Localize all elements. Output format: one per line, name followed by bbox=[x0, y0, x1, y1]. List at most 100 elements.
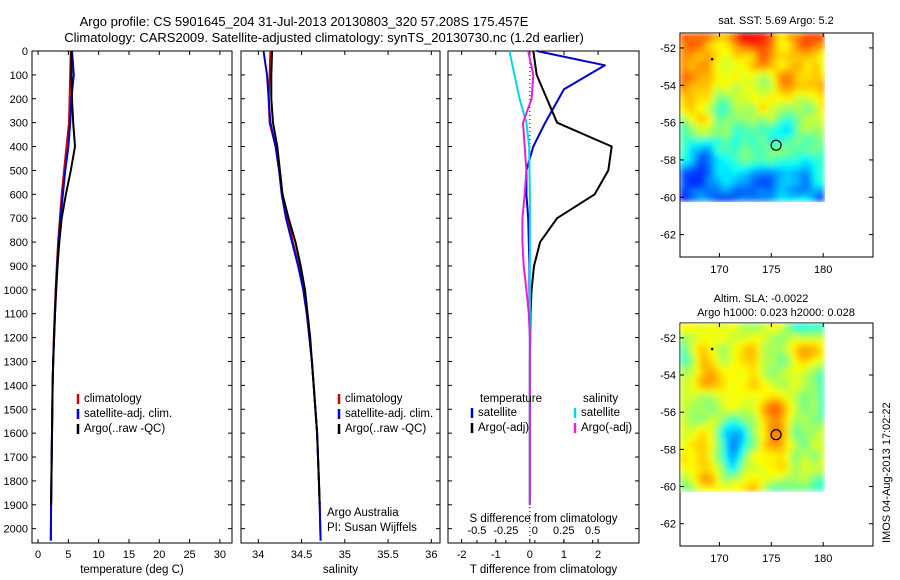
credit-line1: Argo Australia bbox=[327, 507, 399, 519]
salinity-xtick-label: 34.5 bbox=[291, 549, 312, 561]
salinity-xtick-label: 34 bbox=[252, 549, 264, 561]
figure-title-line2: Climatology: CARS2009. Satellite-adjuste… bbox=[64, 30, 584, 45]
temperature-ytick-label: 1900 bbox=[4, 500, 28, 512]
temperature-ytick-label: 100 bbox=[10, 70, 28, 82]
sst_map-ytick-label: -52 bbox=[660, 43, 676, 55]
sst-map-panel: 170 175 180 -52 -54 -56 -58 -60 -62 sat. SST: 5.6… bbox=[660, 15, 874, 276]
sla_map-ytick-label: -62 bbox=[660, 519, 676, 531]
temperature-ytick-label: 2000 bbox=[4, 524, 28, 536]
difference-legend-group-temperature: temperature bbox=[480, 393, 542, 405]
sla_map-island-dot bbox=[710, 347, 714, 351]
temperature-ytick-label: 200 bbox=[10, 94, 28, 106]
temperature-ytick-label: 600 bbox=[10, 189, 28, 201]
temperature-ytick-label: 1800 bbox=[4, 476, 28, 488]
salinity-xlabel: salinity bbox=[323, 564, 358, 576]
salinity-panel: 34 34.5 35 35.5 36 salinity climatology satelli… bbox=[240, 50, 441, 576]
temperature-ytick-label: 1500 bbox=[4, 404, 28, 416]
sla_map-ytick-label: -56 bbox=[660, 407, 676, 419]
temperature-xtick-label: 15 bbox=[123, 549, 135, 561]
sst_map-xtick-label: 175 bbox=[762, 264, 780, 276]
temperature-ytick-label: 0 bbox=[22, 46, 28, 58]
footer-stamp: IMOS 04-Aug-2013 17:02:22 bbox=[881, 402, 893, 543]
temperature-legend-entry: satellite-adj. clim. bbox=[84, 408, 172, 420]
temperature-xtick-label: 5 bbox=[65, 549, 71, 561]
sla_map-xtick-label: 175 bbox=[762, 553, 780, 565]
difference-panel: -2 -1 0 1 2 -0.5 -0.25 0 0.25 0.5S difference fro… bbox=[447, 50, 640, 576]
temperature-ytick-label: 1100 bbox=[4, 309, 28, 321]
credit-line2: PI: Susan Wijffels bbox=[327, 522, 417, 534]
temperature-ytick-label: 400 bbox=[10, 142, 28, 154]
temperature-xtick-label: 0 bbox=[35, 549, 41, 561]
sst-map-title: sat. SST: 5.69 Argo: 5.2 bbox=[718, 15, 834, 27]
temperature-panel: 0 5 10 15 20 25 300100200300400500600700800900… bbox=[4, 46, 233, 576]
sla-map-title: Altim. SLA: -0.0022 bbox=[714, 293, 809, 305]
sst_map-island-dot bbox=[710, 57, 714, 61]
difference-stick-label: 0.25 bbox=[553, 525, 574, 537]
difference-axes-box bbox=[447, 50, 640, 544]
sst_map-argo-marker bbox=[770, 139, 782, 151]
sla_map-xtick-label: 180 bbox=[814, 553, 832, 565]
sla_map-ytick-label: -52 bbox=[660, 333, 676, 345]
salinity-series-argo-raw-qc- bbox=[270, 50, 321, 505]
difference-legend-group-salinity: salinity bbox=[583, 393, 618, 405]
difference-stick-label: -0.25 bbox=[493, 525, 518, 537]
sla_map-ytick-label: -58 bbox=[660, 444, 676, 456]
sst_map-xtick-label: 180 bbox=[814, 264, 832, 276]
difference-legend-entry: satellite bbox=[581, 407, 620, 419]
sst_map-ytick-label: -54 bbox=[660, 80, 676, 92]
difference-xlabel: T difference from climatology bbox=[470, 564, 617, 576]
temperature-legend-entry: climatology bbox=[84, 393, 142, 405]
temperature-axes-box bbox=[31, 50, 233, 544]
difference-stick-label: -0.5 bbox=[467, 525, 486, 537]
salinity-legend-entry: climatology bbox=[345, 393, 403, 405]
difference-xtick-label: 1 bbox=[561, 549, 567, 561]
difference-stick-label: 0.5 bbox=[585, 525, 600, 537]
sst_map-ytick-label: -56 bbox=[660, 118, 676, 130]
temperature-ytick-label: 700 bbox=[10, 213, 28, 225]
sla_map-argo-marker bbox=[770, 429, 782, 441]
difference-xtick-label: -1 bbox=[491, 549, 501, 561]
sla_map-ytick-label: -60 bbox=[660, 482, 676, 494]
sla_map-field bbox=[680, 323, 825, 492]
temperature-ytick-label: 500 bbox=[10, 165, 28, 177]
sst_map-ytick-label: -62 bbox=[660, 230, 676, 242]
temperature-xtick-label: 10 bbox=[93, 549, 105, 561]
difference-xtick-label: 2 bbox=[595, 549, 601, 561]
temperature-xtick-label: 30 bbox=[214, 549, 226, 561]
temperature-xtick-label: 20 bbox=[153, 549, 165, 561]
sst_map-ytick-label: -58 bbox=[660, 155, 676, 167]
difference-legend-entry: Argo(-adj) bbox=[581, 422, 632, 434]
sla_map-xtick-label: 170 bbox=[710, 553, 728, 565]
salinity-xtick-label: 35.5 bbox=[377, 549, 398, 561]
temperature-ytick-label: 1200 bbox=[4, 333, 28, 345]
temperature-ytick-label: 1600 bbox=[4, 428, 28, 440]
temperature-ytick-label: 800 bbox=[10, 237, 28, 249]
figure-title-line1: Argo profile: CS 5901645_204 31-Jul-2013… bbox=[80, 14, 529, 29]
difference-series-argo-adj- bbox=[521, 50, 535, 505]
salinity-legend-entry: satellite-adj. clim. bbox=[345, 408, 433, 420]
sst_map-ytick-label: -60 bbox=[660, 192, 676, 204]
temperature-ytick-label: 300 bbox=[10, 118, 28, 130]
sla-map-panel: 170 175 180 -52 -54 -56 -58 -60 -62 Altim. SLA: -… bbox=[660, 293, 874, 565]
temperature-xlabel: temperature (deg C) bbox=[80, 564, 184, 576]
temperature-ytick-label: 900 bbox=[10, 261, 28, 273]
difference-xtick-label: -2 bbox=[457, 549, 467, 561]
salinity-xtick-label: 36 bbox=[425, 549, 437, 561]
salinity-xtick-label: 35 bbox=[339, 549, 351, 561]
sst_map-xtick-label: 170 bbox=[710, 264, 728, 276]
sst_map-field bbox=[680, 33, 825, 202]
temperature-legend-entry: Argo(..raw -QC) bbox=[84, 423, 165, 435]
temperature-ytick-label: 1300 bbox=[4, 356, 28, 368]
sla_map-ytick-label: -54 bbox=[660, 370, 676, 382]
temperature-ytick-label: 1400 bbox=[4, 380, 28, 392]
temperature-ytick-label: 1000 bbox=[4, 285, 28, 297]
sla-map-subtitle: Argo h1000: 0.023 h2000: 0.028 bbox=[697, 307, 855, 319]
difference-xtick-label: 0 bbox=[527, 549, 533, 561]
difference-legend-entry: Argo(-adj) bbox=[478, 422, 529, 434]
difference-stick-label: 0 bbox=[532, 525, 538, 537]
difference-legend-entry: satellite bbox=[478, 407, 517, 419]
temperature-series-argo-raw-qc- bbox=[50, 51, 76, 505]
temperature-xtick-label: 25 bbox=[183, 549, 195, 561]
temperature-ytick-label: 1700 bbox=[4, 452, 28, 464]
